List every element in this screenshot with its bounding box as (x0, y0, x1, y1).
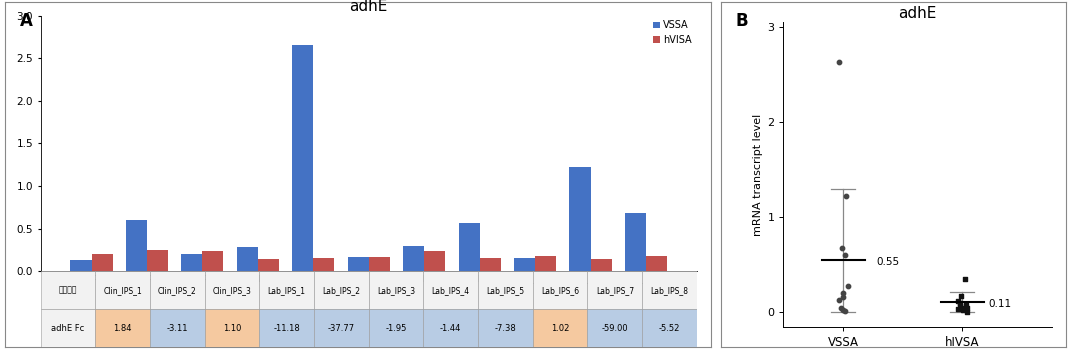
Text: A: A (19, 12, 32, 30)
Text: B: B (735, 12, 748, 30)
